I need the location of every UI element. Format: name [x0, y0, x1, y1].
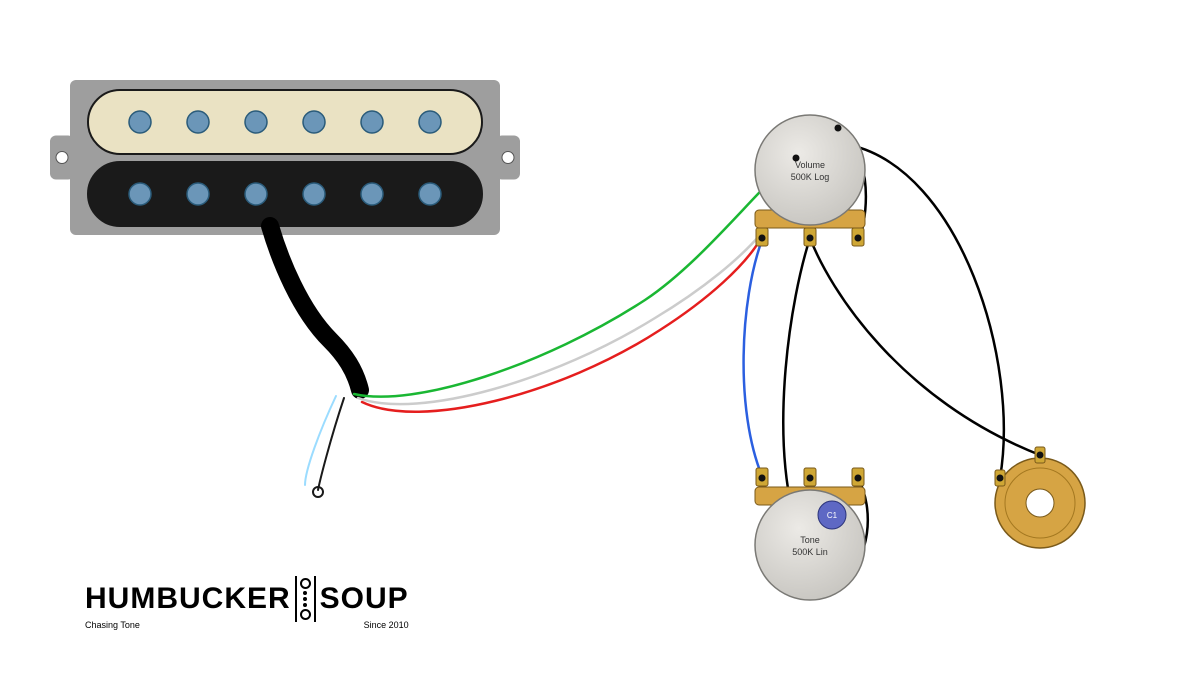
pot-value: 500K Log — [791, 172, 830, 182]
pickup-bare-wire — [318, 398, 344, 490]
solder-joint — [759, 475, 766, 482]
pot-label: Tone — [800, 535, 820, 545]
tone-pot: Tone 500K Lin C1 — [755, 468, 865, 600]
solder-joint — [835, 125, 842, 132]
pole-piece — [419, 183, 441, 205]
solder-joint — [997, 475, 1004, 482]
pot-value: 500K Lin — [792, 547, 828, 557]
pole-piece — [303, 111, 325, 133]
volume-pot: Volume 500K Log — [755, 115, 865, 246]
solder-joint — [855, 235, 862, 242]
pole-piece — [361, 111, 383, 133]
pole-piece — [129, 183, 151, 205]
pickup-cable — [270, 226, 360, 390]
pole-piece — [187, 111, 209, 133]
cap-label: C1 — [827, 511, 838, 520]
wire-vol-to-tone-lug-blue — [744, 240, 762, 476]
wire-vol-to-jack-tip — [810, 238, 1040, 455]
pole-piece — [419, 111, 441, 133]
output-jack — [995, 447, 1085, 548]
pot-label: Volume — [795, 160, 825, 170]
solder-joint — [1037, 452, 1044, 459]
pole-piece — [303, 183, 325, 205]
pole-piece — [187, 183, 209, 205]
solder-joint — [793, 155, 800, 162]
pole-piece — [245, 183, 267, 205]
pole-piece — [129, 111, 151, 133]
logo-word-2: SOUP — [320, 582, 409, 616]
wire-pickup-red — [362, 240, 760, 412]
solder-joint — [759, 235, 766, 242]
wiring-diagram: Volume 500K Log Tone 500K Lin C1 — [0, 0, 1200, 675]
pole-piece — [361, 183, 383, 205]
logo-tagline-right: Since 2010 — [364, 620, 409, 630]
wire-pickup-white — [358, 235, 760, 404]
logo-jack-icon — [295, 576, 316, 622]
logo-word-1: HUMBUCKER — [85, 582, 291, 616]
solder-joint — [855, 475, 862, 482]
solder-joint — [807, 475, 814, 482]
wire-vol-ground-to-jack-sleeve — [850, 145, 1004, 478]
solder-joint — [807, 235, 814, 242]
logo-tagline-left: Chasing Tone — [85, 620, 140, 630]
brand-logo: HUMBUCKER SOUP Chasing Tone Since 2010 — [85, 576, 409, 630]
pole-piece — [245, 111, 267, 133]
